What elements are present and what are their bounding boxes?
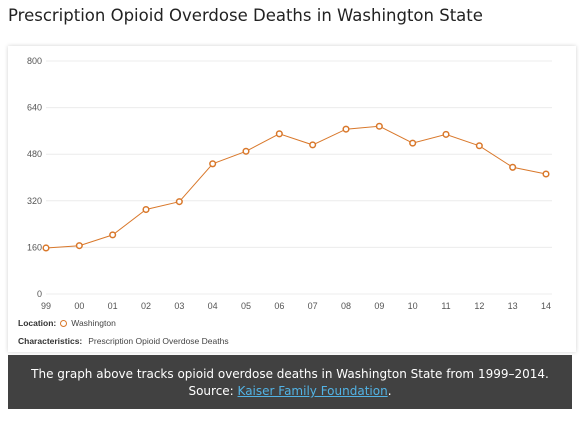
data-point bbox=[175, 198, 183, 206]
data-point bbox=[109, 231, 117, 239]
data-point bbox=[242, 147, 250, 155]
x-tick-label: 06 bbox=[274, 301, 284, 311]
data-point bbox=[442, 130, 450, 138]
x-tick-label: 11 bbox=[441, 301, 450, 311]
characteristics-row: Characteristics: Prescription Opioid Over… bbox=[18, 336, 229, 346]
characteristics-value: Prescription Opioid Overdose Deaths bbox=[88, 336, 229, 346]
x-tick-label: 07 bbox=[308, 301, 318, 311]
caption-source: Source: Kaiser Family Foundation. bbox=[8, 384, 572, 398]
data-point bbox=[309, 141, 317, 149]
data-point bbox=[542, 170, 550, 178]
x-tick-label: 03 bbox=[174, 301, 184, 311]
x-tick-label: 09 bbox=[374, 301, 384, 311]
x-tick-label: 10 bbox=[408, 301, 418, 311]
location-label: Location: bbox=[18, 318, 57, 328]
location-value: Washington bbox=[71, 318, 116, 328]
x-tick-label: 01 bbox=[108, 301, 118, 311]
data-point bbox=[142, 205, 150, 214]
line-chart: 0 160 320 480 640 800 99 00 01 02 03 04 05 06 07 08 09 10… bbox=[27, 56, 552, 311]
data-point bbox=[209, 160, 217, 168]
data-point bbox=[275, 130, 283, 138]
x-tick-label: 08 bbox=[341, 301, 351, 311]
y-tick-label: 480 bbox=[27, 149, 42, 159]
series-marker-icon bbox=[60, 320, 68, 327]
x-tick-label: 05 bbox=[241, 301, 251, 311]
data-point bbox=[475, 142, 483, 150]
data-point bbox=[75, 242, 83, 250]
source-suffix: . bbox=[387, 384, 392, 398]
data-point bbox=[42, 244, 50, 252]
source-link[interactable]: Kaiser Family Foundation bbox=[237, 384, 388, 398]
series-line bbox=[45, 125, 547, 249]
caption-box: The graph above tracks opioid overdose d… bbox=[8, 355, 572, 409]
x-tick-label: 99 bbox=[41, 301, 51, 311]
y-tick-label: 640 bbox=[27, 103, 42, 113]
legend-location: Location: Washington bbox=[18, 318, 116, 328]
x-tick-label: 04 bbox=[208, 301, 218, 311]
data-point bbox=[342, 125, 350, 133]
y-tick-label: 320 bbox=[27, 196, 42, 206]
x-tick-label: 14 bbox=[541, 301, 551, 311]
data-point bbox=[375, 122, 383, 130]
x-tick-label: 13 bbox=[508, 301, 518, 311]
source-prefix: Source: bbox=[188, 384, 238, 398]
data-point bbox=[409, 139, 417, 147]
x-tick-label: 12 bbox=[474, 301, 484, 311]
chart-panel: 0 160 320 480 640 800 99 00 01 02 03 04 05 06 07 08 09 10… bbox=[8, 46, 576, 352]
caption-text: The graph above tracks opioid overdose d… bbox=[31, 367, 549, 381]
y-tick-label: 0 bbox=[37, 289, 42, 299]
characteristics-label: Characteristics: bbox=[18, 336, 83, 346]
x-tick-label: 00 bbox=[74, 301, 84, 311]
chart-title: Prescription Opioid Overdose Deaths in W… bbox=[8, 6, 483, 25]
y-tick-label: 800 bbox=[27, 56, 42, 66]
data-point bbox=[509, 163, 517, 171]
y-tick-label: 160 bbox=[27, 242, 42, 252]
x-tick-label: 02 bbox=[141, 301, 151, 311]
